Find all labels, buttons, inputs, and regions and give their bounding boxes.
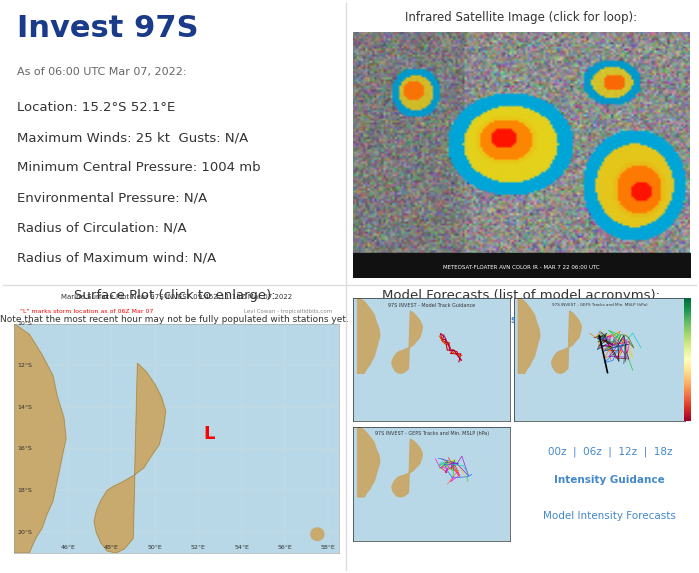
Text: Minimum Central Pressure: 1004 mb: Minimum Central Pressure: 1004 mb [17, 161, 261, 174]
Text: Note that the most recent hour may not be fully populated with stations yet.: Note that the most recent hour may not b… [0, 315, 350, 324]
Text: GFS Ensembles: GFS Ensembles [565, 315, 655, 324]
Text: 10°S: 10°S [17, 321, 32, 326]
Text: 12°S: 12°S [17, 363, 32, 368]
Text: 14°S: 14°S [17, 405, 32, 410]
Text: 46°E: 46°E [61, 545, 75, 550]
Text: 58°E: 58°E [321, 545, 336, 550]
Text: Intensity Guidance: Intensity Guidance [554, 474, 665, 485]
Text: Radius of Maximum wind: N/A: Radius of Maximum wind: N/A [17, 252, 216, 264]
Text: 00z  |  06z  |  12z  |  18z: 00z | 06z | 12z | 18z [376, 446, 500, 457]
Text: As of 06:00 UTC Mar 07, 2022:: As of 06:00 UTC Mar 07, 2022: [17, 68, 187, 77]
Text: 50°E: 50°E [147, 545, 162, 550]
Polygon shape [358, 298, 380, 373]
Polygon shape [14, 324, 66, 553]
Text: 97S INVEST - GEFS Tracks and Min. MSLP (hPa): 97S INVEST - GEFS Tracks and Min. MSLP (… [552, 303, 647, 307]
Text: "L" marks storm location as of 06Z Mar 07: "L" marks storm location as of 06Z Mar 0… [20, 309, 154, 314]
Bar [353, 253, 691, 278]
Text: Global + Hurricane Models: Global + Hurricane Models [360, 315, 517, 324]
Text: 48°E: 48°E [104, 545, 119, 550]
Text: Environmental Pressure: N/A: Environmental Pressure: N/A [17, 191, 208, 205]
Text: Surface Plot (click to enlarge):: Surface Plot (click to enlarge): [74, 289, 275, 303]
Text: 00z  |  06z  |  12z  |  18z: 00z | 06z | 12z | 18z [547, 446, 672, 457]
Text: L: L [203, 425, 215, 443]
Text: Model Forecasts (list of model acronyms):: Model Forecasts (list of model acronyms)… [382, 289, 660, 303]
Text: 54°E: 54°E [234, 545, 249, 550]
Text: 52°E: 52°E [191, 545, 206, 550]
Polygon shape [518, 298, 540, 373]
Text: Marine Surface Plot Near 97S INVEST 09:45Z-11:15Z Mar 07 2022: Marine Surface Plot Near 97S INVEST 09:4… [61, 294, 292, 300]
Text: Location: 15.2°S 52.1°E: Location: 15.2°S 52.1°E [17, 101, 175, 114]
Text: 18°S: 18°S [17, 488, 32, 493]
Text: METEOSAT-FLOATER AVN COLOR IR - MAR 7 22 06:00 UTC: METEOSAT-FLOATER AVN COLOR IR - MAR 7 22… [443, 265, 600, 270]
Text: 20°S: 20°S [17, 529, 32, 535]
Circle shape [311, 528, 324, 540]
Text: Model Intensity Forecasts: Model Intensity Forecasts [543, 511, 676, 521]
Polygon shape [392, 439, 422, 497]
Text: GEPS Ensembles: GEPS Ensembles [390, 474, 487, 485]
Text: Maximum Winds: 25 kt  Gusts: N/A: Maximum Winds: 25 kt Gusts: N/A [17, 131, 248, 144]
Text: 97S INVEST - Model Track Guidance: 97S INVEST - Model Track Guidance [388, 303, 475, 308]
Text: 97S INVEST - GEPS Tracks and Min. MSLP (hPa): 97S INVEST - GEPS Tracks and Min. MSLP (… [375, 431, 489, 437]
Text: Infrared Satellite Image (click for loop):: Infrared Satellite Image (click for loop… [405, 11, 637, 24]
Text: Invest 97S: Invest 97S [17, 14, 199, 43]
Text: 56°E: 56°E [278, 545, 292, 550]
Text: Levi Cowan - tropicaltidbits.com: Levi Cowan - tropicaltidbits.com [244, 309, 333, 314]
Text: 16°S: 16°S [17, 446, 32, 452]
Polygon shape [392, 311, 422, 373]
Polygon shape [552, 311, 582, 373]
Text: Radius of Circulation: N/A: Radius of Circulation: N/A [17, 221, 187, 234]
Polygon shape [94, 363, 166, 553]
Polygon shape [358, 427, 380, 497]
